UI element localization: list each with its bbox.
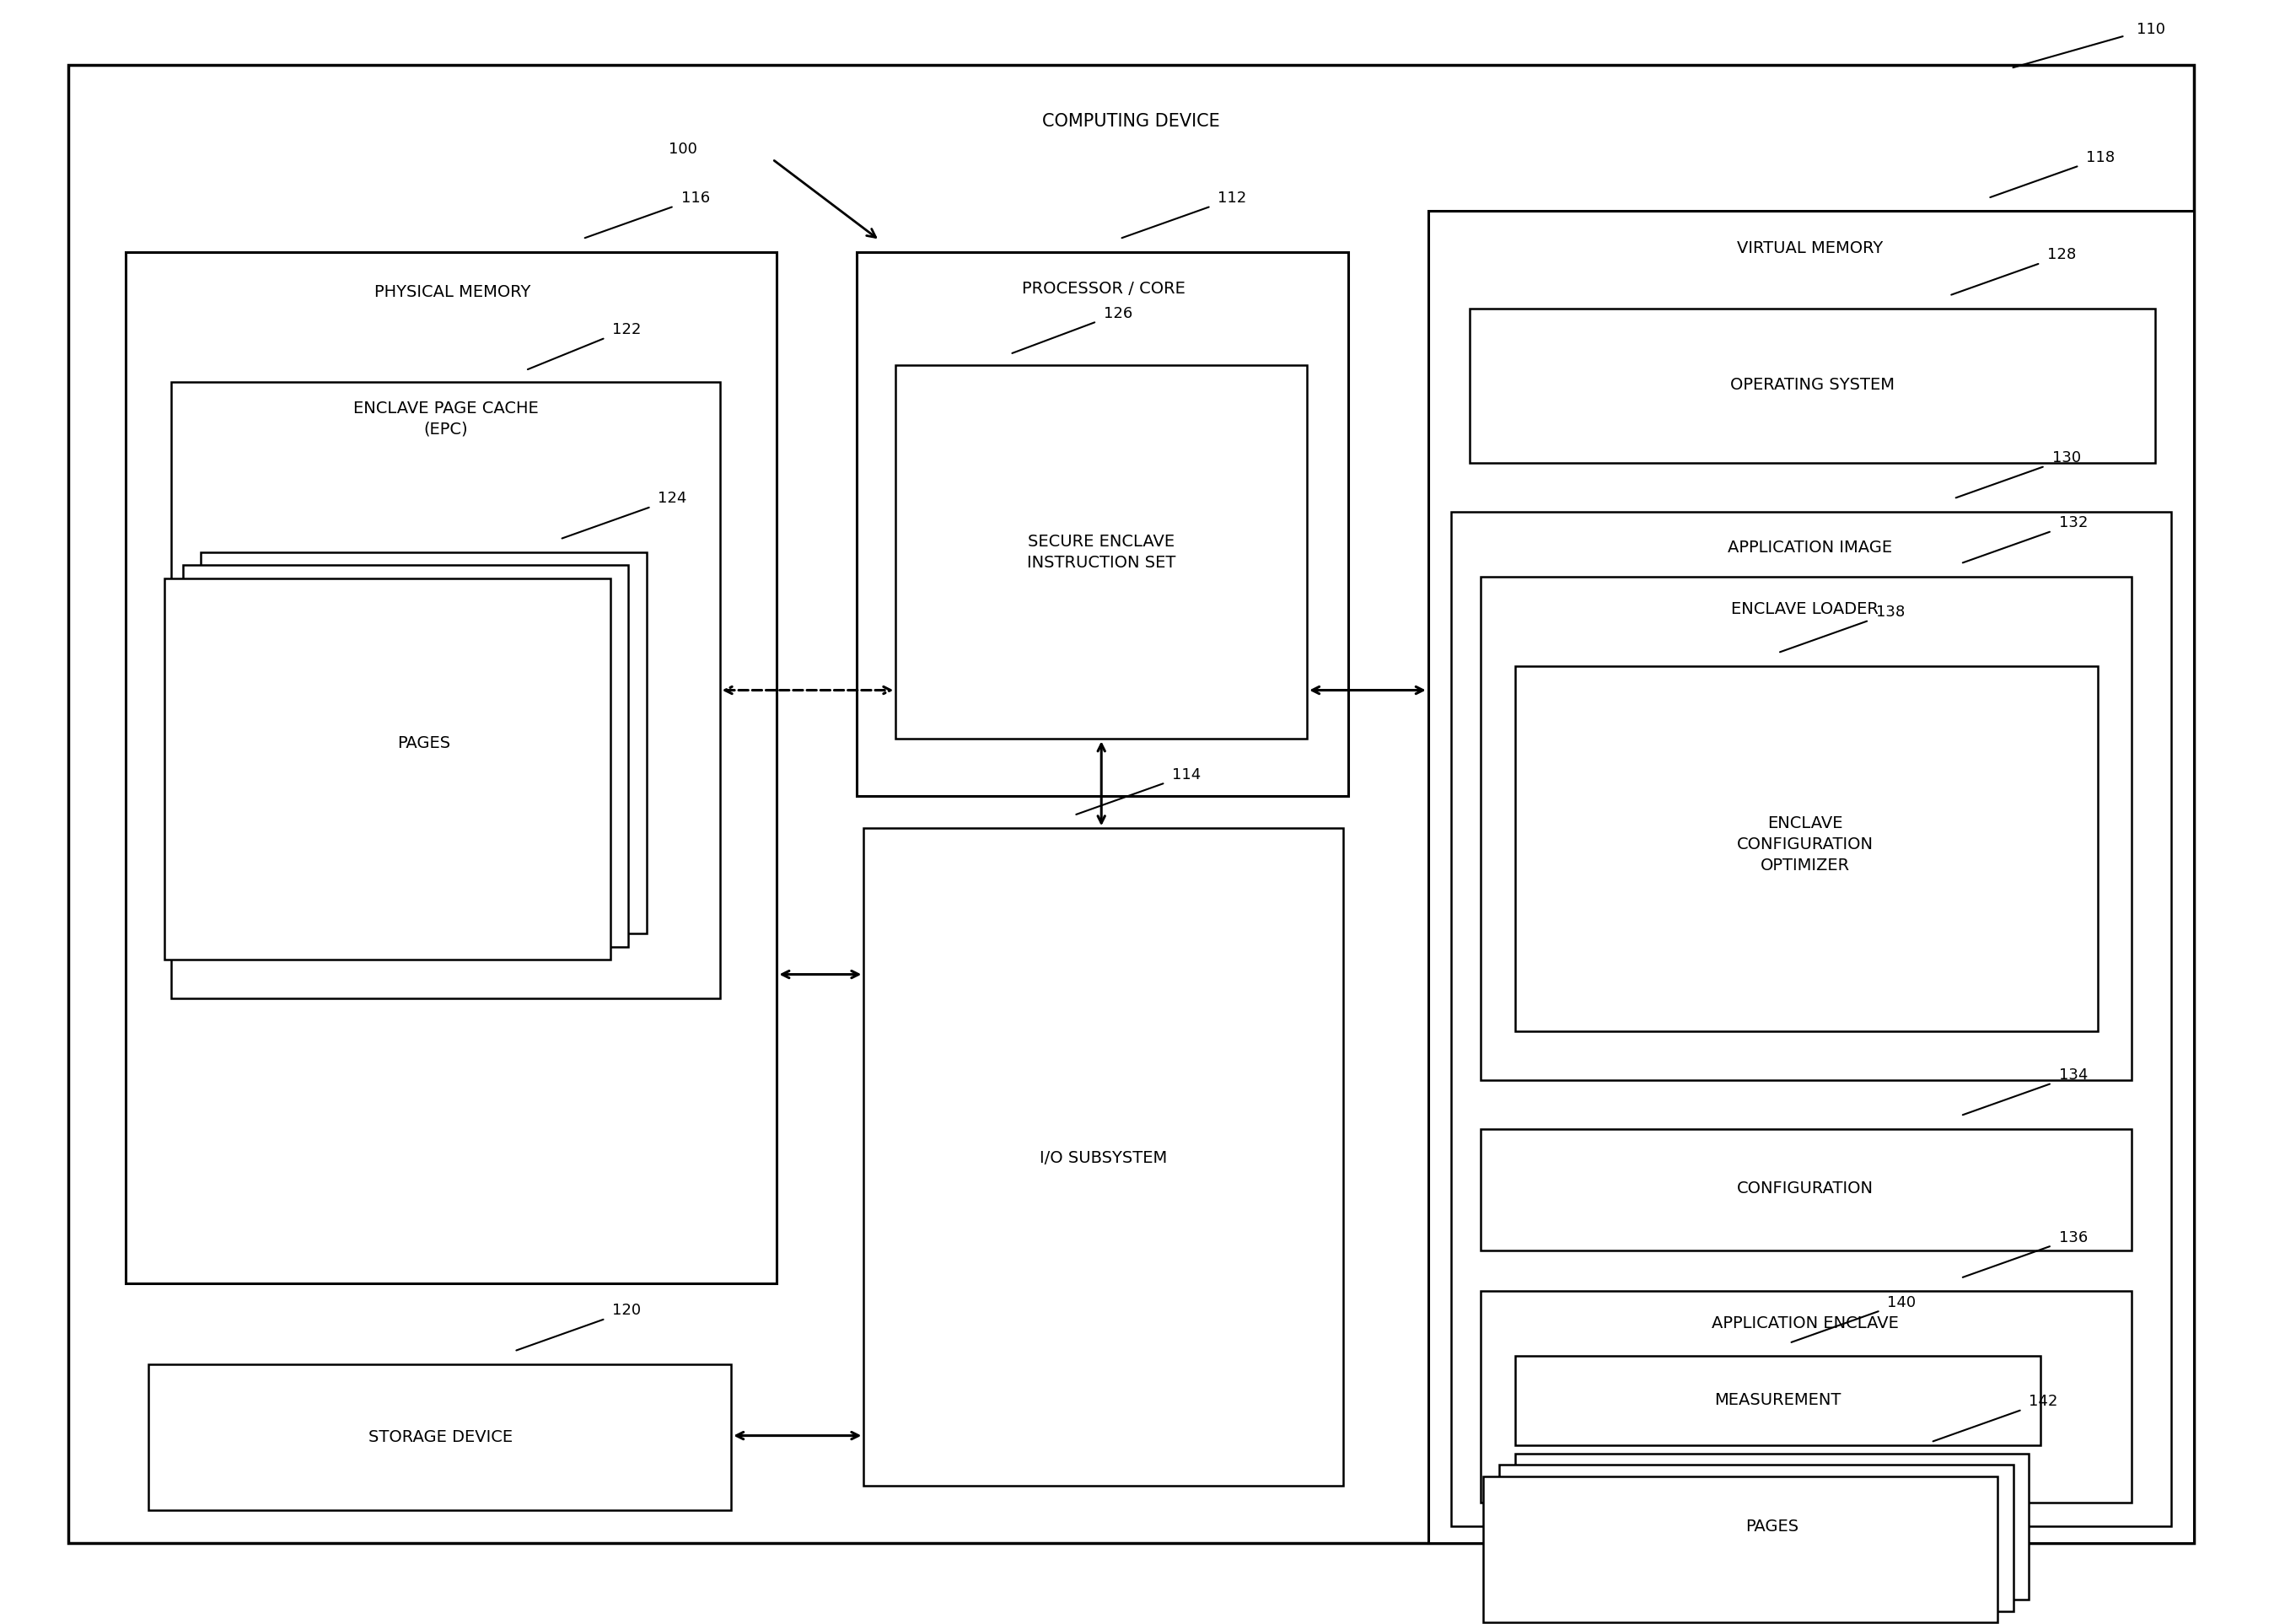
Text: OPERATING SYSTEM: OPERATING SYSTEM — [1730, 377, 1894, 393]
Text: 138: 138 — [1876, 604, 1906, 620]
Bar — [1481, 1129, 2132, 1250]
Text: 136: 136 — [2059, 1229, 2088, 1246]
Bar — [1515, 666, 2098, 1031]
Bar — [1515, 1356, 2041, 1445]
Text: 120: 120 — [612, 1302, 642, 1319]
Bar — [1469, 309, 2155, 463]
Text: APPLICATION IMAGE: APPLICATION IMAGE — [1727, 539, 1892, 555]
Text: CONFIGURATION: CONFIGURATION — [1737, 1181, 1874, 1197]
Text: APPLICATION ENCLAVE: APPLICATION ENCLAVE — [1711, 1315, 1899, 1332]
Text: SECURE ENCLAVE
INSTRUCTION SET: SECURE ENCLAVE INSTRUCTION SET — [1026, 534, 1177, 570]
Text: ENCLAVE LOADER: ENCLAVE LOADER — [1732, 601, 1878, 617]
Bar — [171, 382, 720, 999]
Text: I/O SUBSYSTEM: I/O SUBSYSTEM — [1040, 1150, 1168, 1166]
Bar — [1481, 1291, 2132, 1502]
Text: 132: 132 — [2059, 515, 2088, 531]
Text: 128: 128 — [2047, 247, 2077, 263]
Bar — [864, 828, 1344, 1486]
Bar — [201, 552, 647, 934]
Text: 130: 130 — [2052, 450, 2082, 466]
Text: 122: 122 — [612, 322, 642, 338]
Text: 142: 142 — [2029, 1393, 2059, 1410]
Text: MEASUREMENT: MEASUREMENT — [1714, 1392, 1842, 1408]
Text: PAGES: PAGES — [1746, 1518, 1798, 1535]
Bar — [165, 578, 610, 960]
Text: 112: 112 — [1218, 190, 1248, 206]
Bar — [1483, 1476, 1997, 1622]
Text: 126: 126 — [1104, 305, 1133, 322]
Text: STORAGE DEVICE: STORAGE DEVICE — [368, 1429, 514, 1445]
Text: 134: 134 — [2059, 1067, 2088, 1083]
Text: 124: 124 — [658, 490, 688, 507]
Text: 114: 114 — [1172, 767, 1202, 783]
Text: PROCESSOR / CORE: PROCESSOR / CORE — [1021, 281, 1186, 297]
Text: PHYSICAL MEMORY: PHYSICAL MEMORY — [375, 284, 530, 300]
Text: 116: 116 — [681, 190, 711, 206]
Text: ENCLAVE
CONFIGURATION
OPTIMIZER: ENCLAVE CONFIGURATION OPTIMIZER — [1737, 815, 1874, 874]
Text: COMPUTING DEVICE: COMPUTING DEVICE — [1042, 114, 1220, 130]
Bar — [1499, 1465, 2013, 1611]
Text: 110: 110 — [2136, 21, 2166, 37]
Bar — [1481, 577, 2132, 1080]
Text: 100: 100 — [667, 141, 697, 158]
Bar — [183, 565, 628, 947]
Bar — [896, 365, 1307, 739]
Text: VIRTUAL MEMORY: VIRTUAL MEMORY — [1737, 240, 1883, 257]
Bar — [1451, 512, 2171, 1527]
Text: ENCLAVE PAGE CACHE
(EPC): ENCLAVE PAGE CACHE (EPC) — [352, 401, 539, 437]
Text: 140: 140 — [1887, 1294, 1917, 1311]
Bar — [149, 1364, 731, 1510]
Text: 118: 118 — [2086, 149, 2116, 166]
Text: PAGES: PAGES — [398, 736, 450, 750]
Bar — [857, 252, 1348, 796]
Bar — [1515, 1453, 2029, 1600]
Bar — [126, 252, 777, 1283]
Bar — [1428, 211, 2194, 1543]
